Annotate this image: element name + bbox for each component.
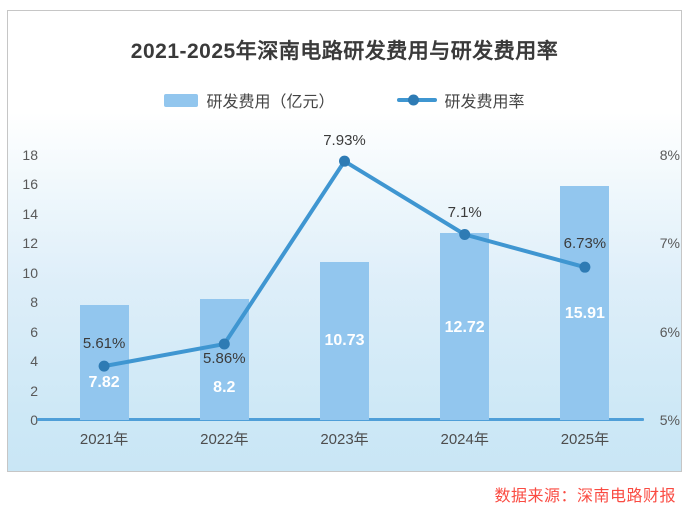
y-axis-right-tick: 7%	[659, 235, 680, 252]
legend-item-line: 研发费用率	[396, 88, 525, 112]
y-axis-left-tick: 10	[22, 264, 38, 281]
y-axis-left-tick: 0	[30, 412, 38, 428]
y-axis-left-tick: 2	[30, 382, 38, 399]
line-swatch-icon	[396, 94, 437, 106]
x-axis-tick: 2023年	[320, 431, 369, 448]
pct-value-label: 7.1%	[447, 203, 482, 221]
y-axis-right-tick: 8%	[659, 147, 680, 163]
bar-value-label: 12.72	[444, 319, 485, 336]
bar-value-label: 10.73	[324, 332, 365, 349]
rd-expense-bar	[560, 185, 610, 420]
y-axis-left-tick: 4	[30, 353, 38, 370]
y-axis-left-tick: 8	[30, 294, 38, 311]
rd-expense-bar	[79, 304, 129, 420]
data-source: 数据来源：深南电路财报	[494, 488, 676, 505]
y-axis-left-tick: 16	[22, 176, 38, 193]
legend-line-label: 研发费用率	[444, 94, 525, 111]
y-axis-left-tick: 18	[22, 147, 38, 163]
legend: 研发费用（亿元） 研发费用率	[8, 88, 681, 112]
y-axis-right-tick: 5%	[659, 412, 680, 428]
bar-swatch-icon	[164, 93, 199, 107]
y-axis-right-tick: 6%	[659, 323, 680, 340]
y-axis-left-tick: 6	[30, 323, 38, 340]
chart-panel: 2021-2025年深南电路研发费用与研发费用率 研发费用（亿元） 研发费用率 …	[7, 10, 682, 472]
plot-area: 0 2 4 6 8 10 12 14 16 18 5% 6% 7% 8% 7.82 8.2 10.73 12.72…	[8, 11, 681, 470]
x-axis-tick: 2025年	[560, 431, 610, 448]
chart-title: 2021-2025年深南电路研发费用与研发费用率	[130, 40, 559, 63]
line-marker-icon	[407, 94, 419, 106]
y-axis-left-tick: 14	[22, 205, 38, 222]
bar-value-label: 15.91	[564, 305, 605, 322]
pct-value-label: 5.61%	[82, 335, 126, 353]
bar-value-label: 7.82	[88, 374, 120, 391]
legend-item-bar: 研发费用（亿元）	[164, 88, 335, 112]
line-point	[339, 155, 350, 167]
x-axis-tick: 2021年	[79, 431, 129, 448]
pct-value-label: 6.73%	[563, 235, 607, 253]
x-axis-tick: 2024年	[440, 431, 489, 448]
pct-value-label: 7.93%	[323, 132, 366, 150]
legend-bar-label: 研发费用（亿元）	[206, 94, 335, 111]
pct-value-label: 5.86%	[203, 350, 246, 368]
bar-value-label: 8.2	[213, 379, 236, 396]
y-axis-left-tick: 12	[22, 235, 38, 252]
x-axis-tick: 2022年	[200, 431, 249, 448]
